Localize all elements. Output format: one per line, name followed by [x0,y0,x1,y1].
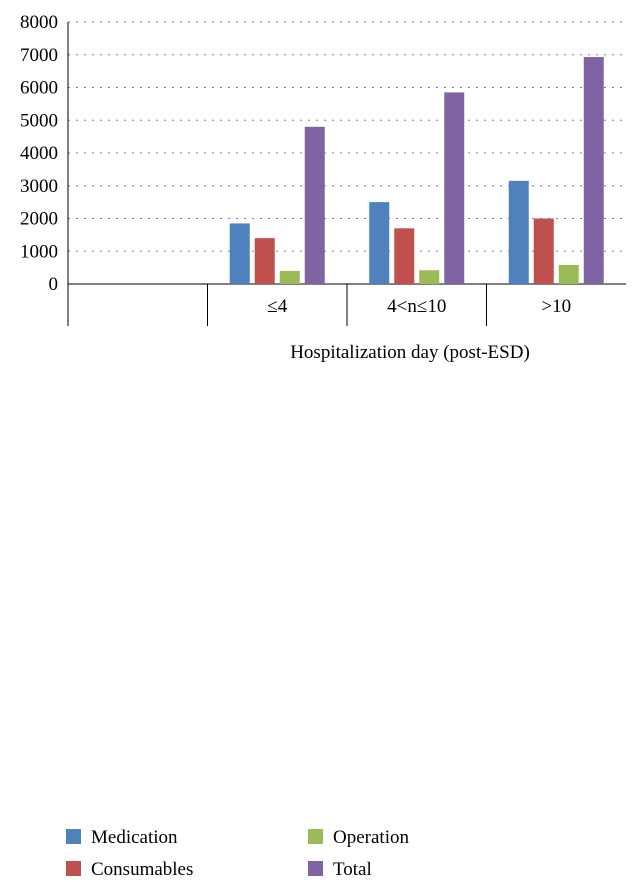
bar-total-2 [444,92,465,284]
legend-label-operation: Operation [333,827,409,848]
x-tick-label-1: ≤4 [267,296,287,317]
legend-swatch-consumables [66,861,81,877]
y-tick-label-1000: 1000 [20,241,58,262]
tick-labels: 0 1000 2000 3000 4000 5000 6000 7000 8000 ≤4 4<n≤1… [20,12,571,317]
legend-item-operation: Operation [308,826,409,850]
y-tick-label-5000: 5000 [20,110,58,131]
legend-item-medication: Medication [66,826,178,850]
bar-total-1 [304,126,325,284]
x-tick-label-2: 4<n≤10 [387,296,446,317]
bar-medication-2 [369,202,390,284]
x-axis-title: Hospitalization day (post-ESD) [290,342,530,363]
chart-svg: 0 1000 2000 3000 4000 5000 6000 7000 8000 ≤4 4<n≤1… [20,12,626,363]
y-tick-label-6000: 6000 [20,78,58,99]
y-tick-label-2000: 2000 [20,209,58,230]
legend-swatch-total [308,861,323,877]
legend-item-consumables: Consumables [66,858,193,882]
bar-consumables-3 [533,218,554,284]
bar-consumables-1 [254,238,275,284]
legend-swatch-medication [66,829,81,845]
legend-swatch-operation [308,829,323,845]
legend-label-medication: Medication [91,827,178,848]
y-tick-label-8000: 8000 [20,12,58,33]
legend-label-consumables: Consumables [91,859,194,880]
bars [229,57,604,285]
bar-operation-2 [419,270,440,284]
axes [67,22,626,326]
y-tick-label-3000: 3000 [20,176,58,197]
y-tick-label-0: 0 [49,274,59,295]
chart: 0 1000 2000 3000 4000 5000 6000 7000 8000 ≤4 4<n≤1… [20,12,626,880]
legend-item-total: Total [308,858,372,882]
bar-operation-3 [558,265,579,284]
bar-total-3 [583,57,604,285]
bar-operation-1 [279,270,300,284]
grid-lines [68,21,626,252]
bar-medication-3 [508,180,529,284]
y-tick-label-7000: 7000 [20,45,58,66]
legend-label-total: Total [333,859,372,880]
bar-consumables-2 [394,228,415,284]
bar-medication-1 [229,223,250,284]
x-tick-label-3: >10 [541,296,571,317]
y-tick-label-4000: 4000 [20,143,58,164]
